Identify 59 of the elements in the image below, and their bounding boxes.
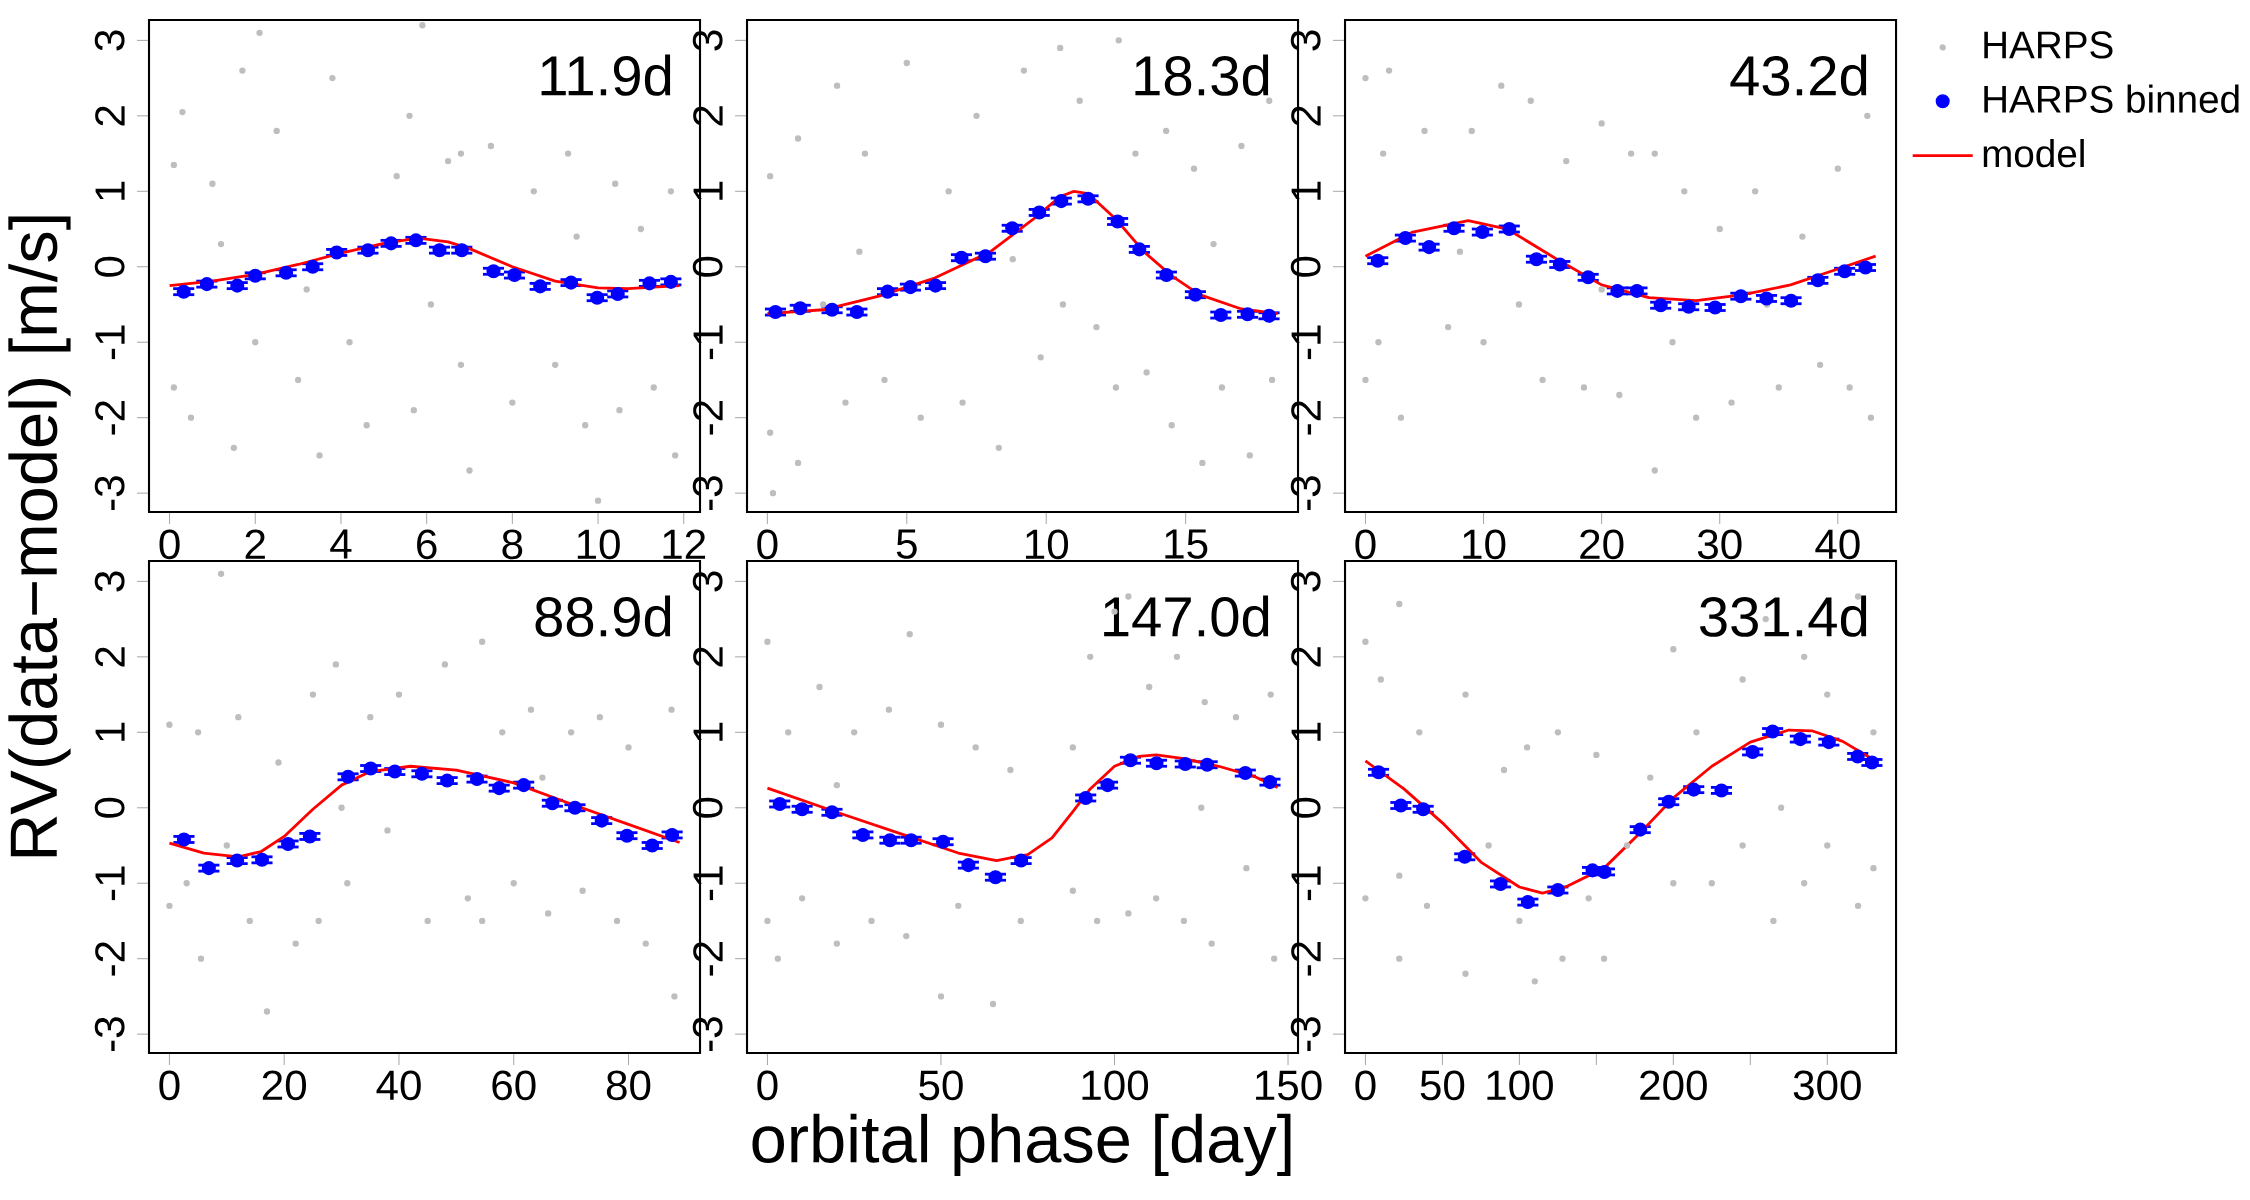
legend-label: HARPS binned — [1984, 84, 2239, 113]
x-tick-label: 8 — [502, 529, 523, 560]
x-tick-label: 0 — [159, 529, 180, 560]
annotation: 11.9d — [541, 54, 671, 96]
x-tick-label: 80 — [606, 1070, 651, 1101]
x-axis-title: orbital phase [day] — [752, 1113, 1291, 1177]
annotation: 331.4d — [1700, 595, 1867, 637]
x-tick-label: 100 — [1487, 1070, 1553, 1101]
x-tick-label: 10 — [1025, 529, 1069, 560]
x-tick-label: 6 — [417, 529, 437, 560]
y-tick-label: -3 — [692, 476, 723, 511]
y-tick-label: -1 — [95, 325, 125, 360]
legend-label: HARPS — [1984, 31, 2113, 59]
x-tick-label: 0 — [159, 1070, 180, 1101]
legend-label: model — [1983, 138, 2084, 168]
x-tick-label: 20 — [1580, 529, 1624, 560]
x-tick-label: 150 — [1256, 1070, 1322, 1101]
y-axis-title: RV(data−model) [m/s] — [8, 216, 71, 857]
y-tick-label: 2 — [95, 647, 125, 667]
y-tick-label: 3 — [94, 571, 125, 592]
x-tick-label: 0 — [757, 529, 778, 560]
y-tick-label: -3 — [94, 1017, 125, 1052]
x-tick-label: 5 — [896, 529, 917, 559]
x-tick-label: 50 — [919, 1070, 963, 1101]
y-tick-label: -3 — [692, 1017, 723, 1052]
y-tick-label: 1 — [95, 181, 125, 200]
y-tick-label: 1 — [95, 722, 125, 741]
y-tick-label: -2 — [95, 942, 125, 976]
x-tick-label: 4 — [330, 529, 352, 559]
annotation: 147.0d — [1104, 595, 1269, 637]
y-tick-label: -1 — [95, 866, 125, 901]
x-tick-label: 40 — [376, 1070, 421, 1101]
y-tick-label: 0 — [94, 797, 125, 818]
x-tick-label: 60 — [492, 1070, 536, 1101]
y-tick-label: -3 — [94, 476, 125, 511]
x-tick-label: 0 — [1355, 529, 1376, 560]
x-tick-label: 300 — [1793, 1070, 1861, 1101]
x-tick-label: 0 — [1355, 1070, 1376, 1101]
x-tick-label: 0 — [757, 1070, 778, 1101]
y-tick-label: -2 — [95, 401, 125, 435]
x-tick-label: 30 — [1697, 529, 1742, 560]
x-tick-label: 10 — [577, 529, 620, 560]
x-tick-label: 40 — [1815, 529, 1860, 560]
y-tick-label: 2 — [95, 106, 125, 126]
y-tick-label: -3 — [1290, 1017, 1321, 1052]
y-tick-label: -3 — [1290, 476, 1321, 511]
annotation: 88.9d — [535, 595, 671, 637]
x-tick-label: 10 — [1463, 529, 1506, 560]
x-tick-label: 200 — [1640, 1070, 1707, 1101]
y-tick-label: 3 — [94, 30, 125, 51]
x-tick-label: 100 — [1082, 1070, 1149, 1101]
y-tick-label: 0 — [94, 256, 125, 277]
annotation: 43.2d — [1730, 54, 1867, 96]
x-tick-label: 20 — [262, 1070, 307, 1101]
x-tick-label: 2 — [245, 529, 265, 559]
x-tick-label: 15 — [1165, 529, 1208, 559]
annotation: 18.3d — [1135, 54, 1269, 96]
x-tick-label: 12 — [663, 529, 706, 559]
x-tick-label: 50 — [1420, 1070, 1465, 1101]
